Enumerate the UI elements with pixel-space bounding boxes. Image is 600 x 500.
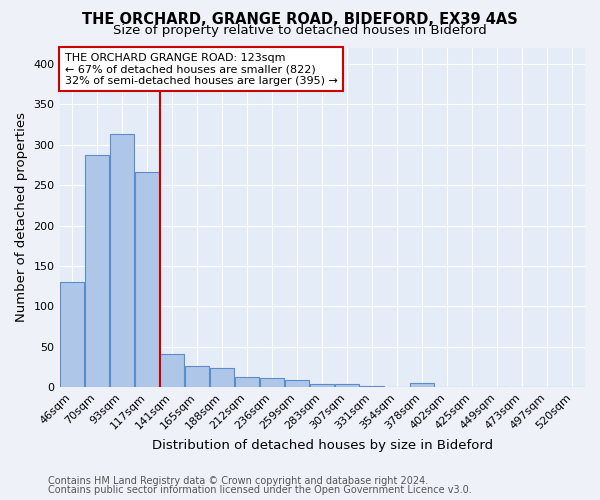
Bar bbox=[160, 354, 184, 388]
Bar bbox=[210, 368, 234, 388]
Bar bbox=[110, 134, 134, 388]
Bar bbox=[410, 384, 434, 388]
Bar bbox=[60, 282, 84, 388]
Text: Contains HM Land Registry data © Crown copyright and database right 2024.: Contains HM Land Registry data © Crown c… bbox=[48, 476, 428, 486]
Bar bbox=[361, 386, 384, 388]
Bar bbox=[286, 380, 309, 388]
Bar bbox=[260, 378, 284, 388]
Bar bbox=[335, 384, 359, 388]
X-axis label: Distribution of detached houses by size in Bideford: Distribution of detached houses by size … bbox=[152, 440, 493, 452]
Text: THE ORCHARD GRANGE ROAD: 123sqm
← 67% of detached houses are smaller (822)
32% o: THE ORCHARD GRANGE ROAD: 123sqm ← 67% of… bbox=[65, 52, 338, 86]
Text: Size of property relative to detached houses in Bideford: Size of property relative to detached ho… bbox=[113, 24, 487, 37]
Bar bbox=[135, 172, 159, 388]
Bar bbox=[235, 377, 259, 388]
Y-axis label: Number of detached properties: Number of detached properties bbox=[15, 112, 28, 322]
Bar bbox=[185, 366, 209, 388]
Text: THE ORCHARD, GRANGE ROAD, BIDEFORD, EX39 4AS: THE ORCHARD, GRANGE ROAD, BIDEFORD, EX39… bbox=[82, 12, 518, 28]
Bar bbox=[310, 384, 334, 388]
Bar bbox=[85, 155, 109, 388]
Text: Contains public sector information licensed under the Open Government Licence v3: Contains public sector information licen… bbox=[48, 485, 472, 495]
